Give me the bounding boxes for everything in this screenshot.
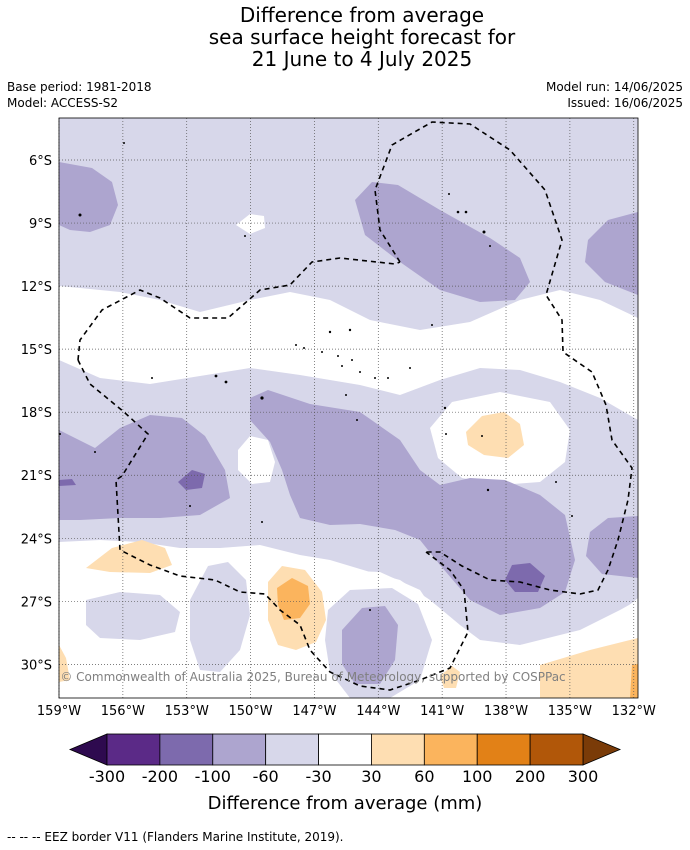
colorbar-tick-label: 200	[515, 767, 546, 786]
islands	[59, 142, 573, 611]
lon-tick-label: 132°W	[612, 704, 656, 719]
colorbar-tick-label: -200	[142, 767, 178, 786]
lon-tick-label: 153°W	[165, 704, 209, 719]
negative-strong-3	[59, 479, 76, 486]
map-grid	[58, 118, 638, 698]
lat-tick-label: 15°S	[21, 343, 52, 358]
eez-border-south	[77, 359, 469, 691]
negative-patch-central	[250, 390, 575, 615]
lat-tick-label: 24°S	[21, 532, 52, 547]
map-title: Difference from average sea surface heig…	[0, 4, 690, 70]
base-period: Base period: 1981-2018	[7, 80, 152, 94]
title-line-1: Difference from average	[239, 3, 485, 27]
negative-patch-nw	[59, 162, 118, 232]
negative-strong-1	[178, 470, 205, 490]
colorbar-under-arrow	[68, 733, 108, 766]
lon-tick-label: 144°W	[356, 704, 400, 719]
issued-date: Issued: 16/06/2025	[567, 96, 683, 110]
colorbar-segment	[423, 733, 478, 766]
title-line-3: 21 June to 4 July 2025	[251, 47, 473, 71]
copyright-notice: © Commonwealth of Australia 2025, Bureau…	[60, 670, 565, 684]
colorbar-tick-label: -30	[305, 767, 331, 786]
eez-border-ne	[374, 121, 633, 595]
meta-left: Base period: 1981-2018 Model: ACCESS-S2	[7, 79, 152, 111]
colorbar-segment	[318, 733, 372, 766]
lat-tick-label: 21°S	[21, 469, 52, 484]
latitude-labels: 6°S 9°S 12°S 15°S 18°S 21°S 24°S 27°S 30°S	[21, 154, 52, 673]
colorbar-segment	[371, 733, 425, 766]
colorbar: -300 -200 -100 -60 -30 30 60 100 200 300	[68, 733, 622, 786]
lon-tick-label: 138°W	[484, 704, 528, 719]
anomaly-field	[59, 118, 638, 698]
model-run: Model run: 14/06/2025	[545, 80, 683, 94]
positive-patch-sw-corner	[59, 645, 70, 682]
colorbar-tick-label: -100	[195, 767, 231, 786]
colorbar-segment	[106, 733, 161, 766]
colorbar-title: Difference from average (mm)	[208, 793, 483, 814]
eez-borders	[77, 121, 633, 691]
colorbar-tick-label: 30	[361, 767, 381, 786]
colorbar-segment	[265, 733, 319, 766]
model-name: Model: ACCESS-S2	[7, 96, 119, 110]
lon-tick-label: 135°W	[548, 704, 592, 719]
colorbar-tick-label: -60	[253, 767, 279, 786]
colorbar-segment	[159, 733, 214, 766]
negative-patch-sw	[86, 592, 180, 640]
lat-tick-label: 30°S	[21, 658, 52, 673]
colorbar-segment	[476, 733, 531, 766]
neutral-hole-1	[238, 436, 275, 484]
negative-patch-se-edge	[586, 516, 638, 578]
colorbar-over-arrow	[582, 733, 622, 766]
colorbar-segment	[529, 733, 584, 766]
colorbar-tick-label: 300	[568, 767, 599, 786]
negative-patch-south	[59, 415, 230, 520]
lon-tick-label: 141°W	[420, 704, 464, 719]
colorbar-segment	[212, 733, 267, 766]
negative-strong-2	[505, 563, 545, 592]
eez-legend-note: -- -- -- EEZ border V11 (Flanders Marine…	[7, 830, 344, 844]
map-frame	[58, 117, 639, 699]
lat-tick-label: 12°S	[21, 280, 52, 295]
colorbar-tick-label: 100	[462, 767, 493, 786]
positive-patch-e	[466, 412, 524, 458]
meta-right: Model run: 14/06/2025 Issued: 16/06/2025	[546, 79, 683, 111]
positive-mid-center	[277, 578, 310, 620]
eez-border-west	[77, 257, 401, 361]
negative-patch-east	[585, 212, 638, 295]
positive-patch-s	[440, 666, 460, 688]
lon-tick-label: 159°W	[37, 704, 81, 719]
lat-tick-label: 27°S	[21, 595, 52, 610]
positive-patch-se	[540, 638, 638, 698]
lat-tick-label: 18°S	[21, 406, 52, 421]
longitude-labels: 159°W 156°W 153°W 150°W 147°W 144°W 141°W 138°W…	[37, 704, 656, 719]
lat-tick-label: 9°S	[29, 217, 52, 232]
title-line-2: sea surface height forecast for	[208, 25, 516, 49]
lon-tick-label: 147°W	[292, 704, 336, 719]
positive-mid-se	[630, 664, 638, 698]
colorbar-tick-label: -300	[89, 767, 125, 786]
colorbar-tick-label: 60	[414, 767, 434, 786]
lat-tick-label: 6°S	[29, 154, 52, 169]
lon-tick-label: 150°W	[228, 704, 272, 719]
lon-tick-label: 156°W	[101, 704, 145, 719]
